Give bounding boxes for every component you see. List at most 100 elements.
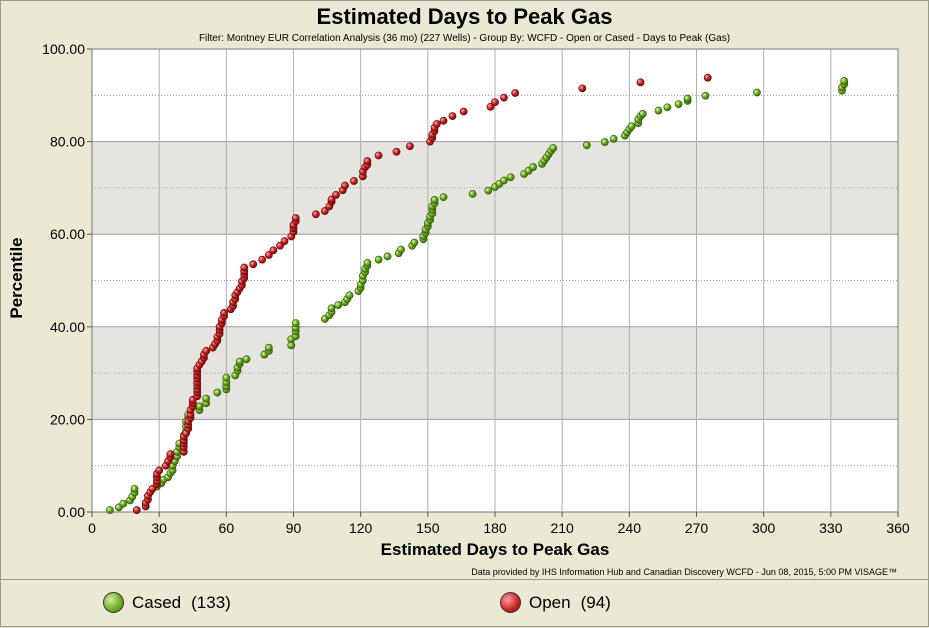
x-tick-label: 300 [752,520,776,536]
point-cased [291,319,300,327]
point-cased [840,77,849,85]
point-open [155,466,164,475]
legend-marker-cased [103,592,124,613]
point-open [500,93,508,102]
x-tick-label: 270 [685,520,709,536]
point-open [166,450,175,459]
x-tick-label: 90 [286,520,302,536]
point-open [249,260,258,269]
y-tick-label: 100.00 [42,41,85,57]
x-tick-label: 240 [618,520,642,536]
x-tick-label: 150 [416,520,440,536]
point-cased [500,176,508,185]
point-cased [383,252,392,261]
point-open [448,112,457,121]
point-open [636,78,645,87]
point-cased [374,255,383,264]
point-cased [397,245,405,254]
point-cased [638,109,647,118]
point-cased [130,484,139,493]
legend-item-cased[interactable]: Cased (133) [103,592,231,613]
point-open [406,142,414,151]
x-tick-label: 330 [819,520,843,536]
point-cased [222,373,231,382]
y-tick-label: 60.00 [50,226,85,242]
point-cased [529,163,537,171]
point-open [459,107,468,116]
chart-title: Estimated Days to Peak Gas [316,4,613,29]
point-open [220,309,228,317]
point-open [363,157,372,165]
point-open [350,177,358,185]
point-cased [627,122,636,131]
point-cased [600,138,609,146]
point-cased [701,91,710,100]
point-cased [484,186,493,195]
point-cased [119,499,128,508]
point-cased [753,88,761,97]
point-open [578,84,587,93]
point-cased [468,190,477,198]
point-cased [663,103,672,112]
point-open [132,506,141,515]
x-tick-label: 0 [88,520,96,536]
x-tick-label: 120 [349,520,373,536]
y-axis-title: Percentile [7,237,26,319]
point-open [491,98,499,107]
x-tick-label: 210 [550,520,574,536]
point-cased [582,141,591,150]
point-cased [334,301,343,309]
point-open [374,151,383,160]
point-cased [506,173,515,182]
point-cased [202,394,211,403]
point-open [703,73,712,82]
y-tick-label: 0.00 [58,504,85,520]
y-tick-label: 80.00 [50,134,85,150]
point-cased [654,106,663,115]
point-open [332,190,340,199]
point-open [291,214,300,222]
x-tick-label: 30 [151,520,167,536]
legend-marker-open [500,592,521,613]
plot-area: 0.00 20.00 40.00 60.00 80.00 100.00 0 30 60 90 120… [42,41,910,536]
point-cased [213,388,222,397]
point-cased [345,291,354,300]
point-cased [264,343,273,352]
point-cased [430,196,439,204]
x-tick-label: 180 [483,520,507,536]
point-open [311,210,320,219]
point-cased [439,193,448,202]
legend-count-open: (94) [580,592,611,612]
chart-subtitle: Filter: Montney EUR Correlation Analysis… [198,33,731,44]
point-open [240,263,249,272]
point-open [258,255,267,264]
point-cased [327,304,336,313]
point-cased [242,355,251,364]
x-tick-label: 360 [886,520,910,536]
data-credit: Data provided by IHS Information Hub and… [471,567,897,577]
point-cased [195,402,204,411]
point-open [392,147,401,156]
legend: Cased (133) Open (94) [0,579,929,628]
x-axis-title: Estimated Days to Peak Gas [380,540,610,559]
point-cased [683,94,692,103]
point-open [341,181,349,190]
legend-label-cased: Cased [132,592,182,612]
point-open [269,246,278,255]
point-cased [674,100,683,108]
legend-label-open: Open [529,592,571,612]
point-open [511,89,520,97]
point-open [202,346,211,355]
point-cased [549,144,558,152]
point-cased [410,238,419,247]
legend-item-open[interactable]: Open (94) [500,592,611,613]
point-open [439,116,448,125]
legend-count-cased: (133) [191,592,231,612]
point-cased [106,506,114,515]
point-cased [235,357,244,366]
point-open [432,120,441,128]
x-tick-label: 60 [219,520,235,536]
point-open [280,237,289,246]
point-cased [609,134,618,143]
y-tick-label: 40.00 [50,319,85,335]
